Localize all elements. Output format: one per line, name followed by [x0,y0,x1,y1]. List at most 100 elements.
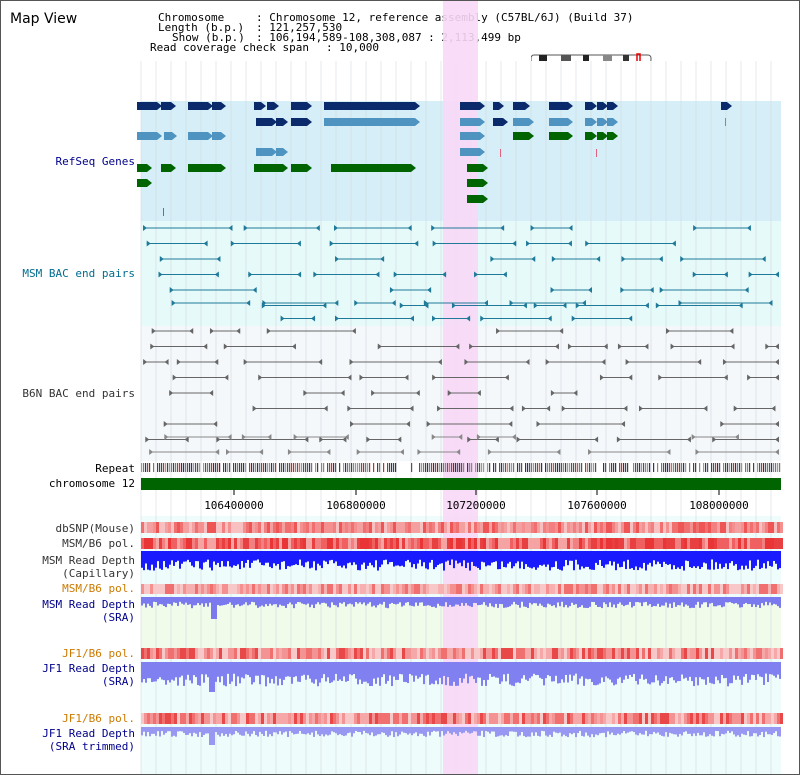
bac-end-marker [568,225,573,231]
depth-bar [601,662,603,678]
depth-bar [579,597,581,607]
heat-cell [288,648,291,659]
depth-bar [459,727,461,733]
repeat-mark [589,463,591,472]
depth-bar [411,727,413,736]
bac-end-marker [262,300,267,306]
depth-bar [177,551,179,561]
gene-strand-arrow [172,132,177,140]
depth-bar [619,551,621,568]
heat-cell [276,648,279,659]
depth-bar [433,597,435,607]
depth-bar [689,662,691,677]
bac-end-marker [490,256,495,262]
depth-bar [665,727,667,733]
heat-cell [501,713,504,724]
depth-bar [755,727,757,734]
depth-bar [719,727,721,737]
heat-cell [753,584,756,594]
repeat-mark [581,463,583,472]
depth-bar [597,727,599,736]
heat-cell [498,648,501,659]
depth-bar [235,727,237,731]
bac-end-marker [171,300,176,306]
bac-end-marker [775,359,779,365]
bac-end-marker [447,390,452,396]
heat-cell [705,538,708,549]
heat-cell [702,584,705,594]
heat-cell [237,522,240,533]
heat-cell [735,648,738,659]
depth-bar [591,662,593,683]
depth-bar [291,551,293,566]
heat-cell [426,584,429,594]
bac-end-marker [227,434,232,440]
bac-end-marker [351,328,356,334]
gene-exon [597,118,603,126]
depth-bar [729,551,731,564]
depth-bar [623,597,625,607]
heat-cell [288,538,291,549]
bac-end-marker [347,374,352,381]
depth-bar [177,597,179,606]
heat-cell [765,584,768,594]
heat-cell [555,522,558,533]
heat-cell [510,713,513,724]
repeat-mark [595,463,597,472]
depth-bar [253,597,255,603]
repeat-mark [225,463,227,472]
repeat-mark [551,463,553,472]
depth-bar [751,662,753,675]
depth-bar [567,597,569,608]
depth-bar [413,551,415,565]
heat-cell [771,713,774,724]
heat-cell [216,648,219,659]
depth-bar [205,662,207,675]
repeat-mark [351,463,353,472]
depth-bar [749,551,751,561]
heat-cell [621,584,624,594]
depth-bar [633,551,635,570]
heat-cell [699,713,702,724]
depth-bar [281,727,283,735]
depth-bar [575,551,577,560]
depth-bar [445,551,447,562]
depth-bar [203,727,205,735]
heat-cell [579,648,582,659]
repeat-mark [671,463,673,472]
depth-bar [753,727,755,734]
depth-bar [363,662,365,682]
heat-cell [270,584,273,594]
heat-cell [447,538,450,549]
heat-cell [531,648,534,659]
heat-cell [171,713,174,724]
depth-bar [525,597,527,607]
depth-bar [411,662,413,676]
depth-bar [297,662,299,682]
heat-cell [774,648,777,659]
depth-bar [175,727,177,737]
depth-bar [607,551,609,565]
bac-end-marker [326,449,331,455]
bac-end-marker [389,287,394,293]
heat-cell [588,584,591,594]
heat-cell [273,538,276,549]
depth-bar [223,551,225,567]
heat-cell [774,584,777,594]
axis-tick-label: 107200000 [446,499,506,512]
heat-cell [474,713,477,724]
repeat-mark [355,463,357,472]
heat-cell [489,522,492,533]
depth-bar [599,597,601,607]
show-label: Show (b.p.) [172,31,245,44]
heat-cell [639,538,642,549]
bac-end-marker [335,256,340,262]
depth-bar [377,551,379,571]
heat-cell [483,522,486,533]
heat-cell [489,584,492,594]
heat-cell [723,522,726,533]
heat-cell [717,538,720,549]
heat-cell [714,584,717,594]
depth-bar [191,662,193,684]
